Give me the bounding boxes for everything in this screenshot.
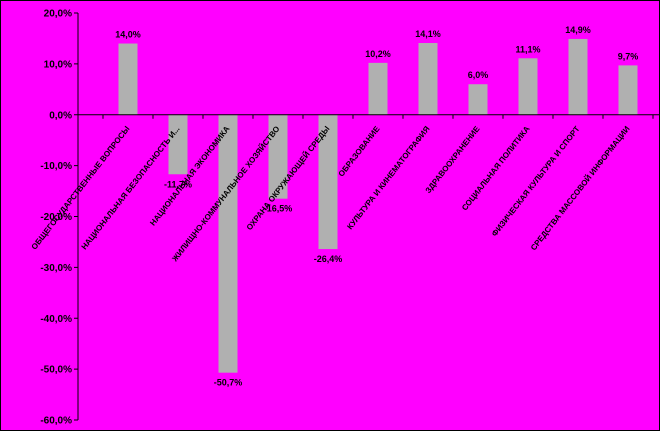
data-label: 14,1% bbox=[415, 29, 441, 39]
bar bbox=[268, 114, 288, 199]
bar bbox=[168, 114, 188, 175]
y-tick-label: -60,0% bbox=[40, 416, 72, 427]
y-tick-label: 20,0% bbox=[44, 9, 72, 20]
category-label: СРЕДСТВА МАССОВОЙ ИНФОРМАЦИИ bbox=[529, 124, 632, 252]
y-tick-label: -40,0% bbox=[40, 314, 72, 325]
category-label: ОБЩЕГОСУДАРСТВЕННЫЕ ВОПРОСЫ bbox=[30, 124, 132, 251]
bar bbox=[118, 43, 138, 115]
data-label: 6,0% bbox=[468, 70, 489, 80]
bar bbox=[618, 65, 638, 115]
bar bbox=[468, 84, 488, 115]
data-label: -11,7% bbox=[164, 179, 192, 189]
data-label: 9,7% bbox=[618, 51, 639, 61]
category-label: ФИЗИЧЕСКАЯ КУЛЬТУРА И СПОРТ bbox=[490, 124, 582, 238]
bar bbox=[568, 38, 588, 115]
y-tick-label: -20,0% bbox=[40, 212, 72, 223]
y-tick-label: 10,0% bbox=[44, 59, 72, 70]
y-tick-label: 0,0% bbox=[49, 110, 72, 121]
category-label: ЗДРАВООХРАНЕНИЕ bbox=[424, 124, 482, 195]
bar bbox=[218, 114, 238, 373]
data-label: 14,0% bbox=[115, 30, 141, 40]
data-label: 11,1% bbox=[515, 44, 540, 54]
y-tick-label: -30,0% bbox=[40, 263, 72, 274]
y-tick-label: -10,0% bbox=[40, 161, 72, 172]
bar bbox=[318, 114, 338, 250]
data-label: -26,4% bbox=[314, 254, 343, 264]
category-label: ОБРАЗОВАНИЕ bbox=[337, 124, 382, 179]
bar bbox=[368, 62, 388, 115]
bar bbox=[418, 43, 438, 115]
data-label: 14,9% bbox=[565, 25, 591, 35]
y-tick-label: -50,0% bbox=[40, 365, 72, 376]
category-label: КУЛЬТУРА И КИНЕМАТОГРАФИЯ bbox=[345, 124, 431, 231]
bar bbox=[518, 58, 538, 115]
data-label: 10,2% bbox=[365, 49, 391, 59]
data-label: -16,5% bbox=[264, 204, 293, 214]
data-label: -50,7% bbox=[214, 378, 243, 388]
